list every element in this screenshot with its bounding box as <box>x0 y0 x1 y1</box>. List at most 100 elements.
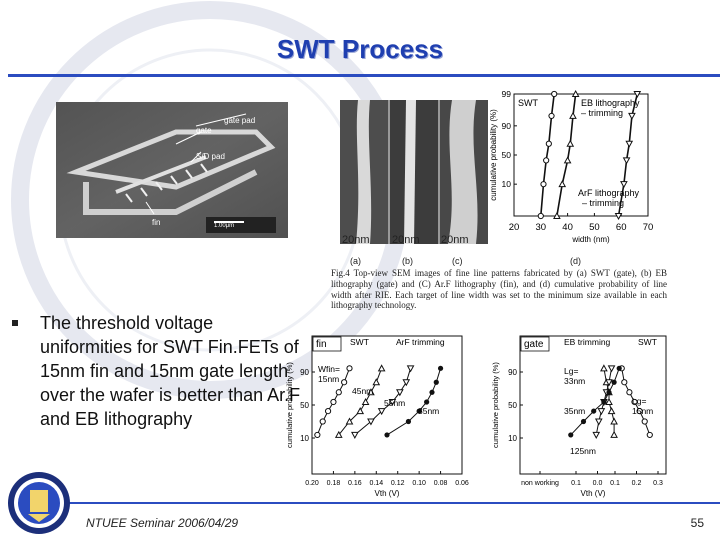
data-point <box>597 408 606 416</box>
data-point <box>605 379 613 387</box>
data-point <box>324 407 332 415</box>
data-point <box>361 397 370 405</box>
x-axis-label: Vth (V) <box>375 489 400 498</box>
data-point <box>314 431 321 439</box>
data-point <box>610 417 618 425</box>
scale-bar-label: 1.00μm <box>214 223 235 229</box>
data-point <box>540 181 547 188</box>
annotation: Lg= <box>632 396 646 406</box>
annotation: 15nm <box>632 406 653 416</box>
x-tick-label: 0.10 <box>412 480 426 487</box>
data-point <box>606 389 612 395</box>
data-point <box>636 407 643 415</box>
data-point <box>341 379 348 386</box>
data-point <box>600 364 608 372</box>
data-point <box>553 211 561 219</box>
scale-label-c: 20nm <box>441 234 469 246</box>
data-point <box>605 397 613 405</box>
data-point <box>335 389 342 396</box>
scale-label-a: 20nm <box>342 234 370 246</box>
y-tick-label: 99 <box>502 89 512 99</box>
x-tick-label: 0.12 <box>391 480 405 487</box>
data-point <box>356 407 365 415</box>
y-tick-label: 90 <box>502 121 512 131</box>
scale-label-b: 20nm <box>392 234 420 246</box>
y-tick-label: 50 <box>508 401 517 410</box>
data-point <box>566 139 575 147</box>
panel-label-box <box>520 336 550 352</box>
x-tick-label: 0.14 <box>369 480 383 487</box>
label-fin: fin <box>152 218 161 227</box>
data-point <box>551 90 558 98</box>
series-line-0 <box>540 93 555 217</box>
annotation: 85nm <box>418 406 439 416</box>
data-point <box>416 408 422 414</box>
figure-caption: Fig.4 Top-view SEM images of fine line p… <box>331 268 667 311</box>
x-tick-label: 0.1 <box>610 480 620 487</box>
x-tick-label: 40 <box>562 222 573 233</box>
annotation: 55nm <box>384 398 405 408</box>
data-point <box>351 431 359 439</box>
data-point <box>601 399 607 405</box>
y-tick-label: 90 <box>508 368 517 377</box>
sem-image-lines <box>340 100 488 244</box>
annotation: EB lithography <box>581 98 640 108</box>
x-tick-label: 30 <box>536 222 547 233</box>
annotation: ArF lithography <box>578 188 640 198</box>
annotation: 35nm <box>564 406 585 416</box>
y-tick-label: 90 <box>300 368 309 377</box>
x-tick-label: 70 <box>643 222 654 233</box>
data-point <box>396 389 404 397</box>
data-point <box>377 364 386 372</box>
data-point <box>607 407 616 415</box>
panel-label: fin <box>316 339 327 350</box>
annotation: 33nm <box>564 376 585 386</box>
x-tick-label: 0.18 <box>327 480 341 487</box>
data-point <box>610 430 618 438</box>
y-tick-label: 10 <box>508 434 517 443</box>
data-point <box>558 180 567 188</box>
data-point <box>319 418 326 425</box>
data-point <box>367 388 375 396</box>
x-tick-label: 0.08 <box>434 480 448 487</box>
series-line-2 <box>617 93 639 217</box>
data-point <box>633 91 642 99</box>
y-axis-label: cumulative probability (%) <box>489 109 498 201</box>
y-axis-label: cumulative probability (%) <box>491 362 500 448</box>
footer-rule <box>8 502 720 504</box>
chart-gate-vth: gate non working 0.1 0.0 0.1 0.2 0.3 10 50 90 Vth … <box>491 335 667 498</box>
annotation: Lg= <box>564 366 578 376</box>
x-tick-label: 0.06 <box>455 480 469 487</box>
data-point <box>626 389 633 396</box>
annotation: ArF trimming <box>396 337 445 347</box>
data-point <box>646 431 653 439</box>
y-tick-label: 50 <box>502 150 512 160</box>
annotation: Wfin= <box>318 364 340 374</box>
y-tick-label: 10 <box>300 434 309 443</box>
annotation: – trimming <box>581 108 623 118</box>
data-point <box>622 157 631 165</box>
data-point <box>625 140 634 148</box>
sem-image-device <box>56 102 288 238</box>
x-tick-label: 0.2 <box>632 480 642 487</box>
data-point <box>406 365 415 373</box>
data-point <box>592 431 601 439</box>
university-logo-icon <box>8 472 70 534</box>
y-axis-label: cumulative probability (%) <box>285 362 294 448</box>
x-tick-label: 20 <box>509 222 520 233</box>
data-point <box>614 213 623 221</box>
x-tick-label: 0.0 <box>593 480 603 487</box>
panel-label-a: (a) <box>350 256 361 266</box>
panel-label: gate <box>524 339 544 350</box>
page-number: 55 <box>690 516 704 530</box>
x-axis-label: Vth (V) <box>581 489 606 498</box>
panel-label-d: (d) <box>570 256 581 266</box>
panel-label-box <box>312 336 342 352</box>
data-point <box>631 398 638 406</box>
annotation: 45nm <box>352 386 373 396</box>
x-tick-label: 0.1 <box>571 480 581 487</box>
data-point <box>620 181 628 189</box>
label-gate: gate <box>196 126 212 135</box>
chart-fin-vth: fin 0.20 0.18 0.16 0.14 0.12 0.10 0.08 0.06 10 50 9… <box>285 335 469 498</box>
title-rule <box>8 74 720 77</box>
